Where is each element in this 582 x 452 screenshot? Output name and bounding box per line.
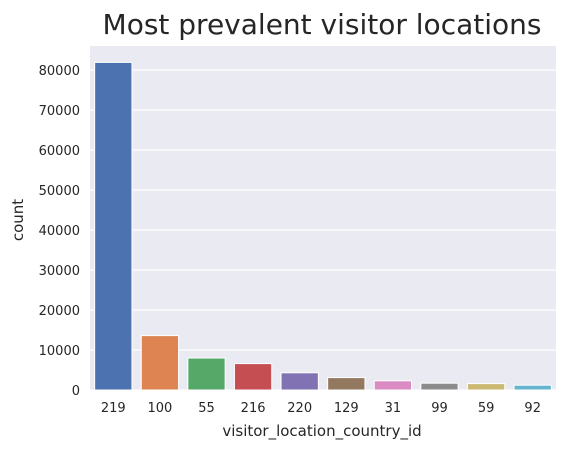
y-tick-label: 50000 — [39, 184, 80, 199]
y-tick-label: 60000 — [39, 144, 80, 159]
x-tick-label: 219 — [101, 401, 126, 416]
bar-100 — [140, 335, 180, 391]
bars — [94, 61, 552, 391]
x-tick-label: 220 — [287, 401, 312, 416]
bar-55 — [187, 357, 226, 391]
bar-129 — [327, 377, 366, 391]
x-tick-label: 129 — [334, 401, 359, 416]
bar-216 — [233, 363, 273, 391]
y-tick-label: 40000 — [39, 224, 80, 239]
y-tick-label: 70000 — [39, 104, 80, 119]
x-tick-label: 55 — [198, 401, 215, 416]
y-axis-label: count — [9, 199, 27, 241]
bar-220 — [280, 372, 319, 391]
bar-219 — [94, 61, 133, 391]
plot-area — [90, 46, 556, 390]
x-tick-labels: 219 100 55 216 220 129 31 99 59 92 — [101, 401, 541, 416]
bar-31 — [373, 380, 413, 391]
x-tick-label: 92 — [524, 401, 541, 416]
y-tick-label: 0 — [72, 384, 80, 399]
x-axis-label: visitor_location_country_id — [222, 422, 421, 441]
y-tick-label: 20000 — [39, 304, 80, 319]
y-tick-label: 80000 — [39, 64, 80, 79]
x-tick-label: 100 — [147, 401, 172, 416]
x-tick-label: 216 — [241, 401, 266, 416]
bar-59 — [466, 383, 506, 391]
bar-99 — [420, 382, 459, 391]
y-tick-labels: 0 10000 20000 30000 40000 50000 60000 70000 8000… — [39, 64, 80, 399]
x-tick-label: 59 — [478, 401, 495, 416]
chart-title: Most prevalent visitor locations — [103, 8, 542, 41]
y-tick-label: 30000 — [39, 264, 80, 279]
x-tick-label: 99 — [431, 401, 448, 416]
bar-92 — [513, 384, 552, 391]
y-tick-label: 10000 — [39, 344, 80, 359]
x-tick-label: 31 — [385, 401, 402, 416]
